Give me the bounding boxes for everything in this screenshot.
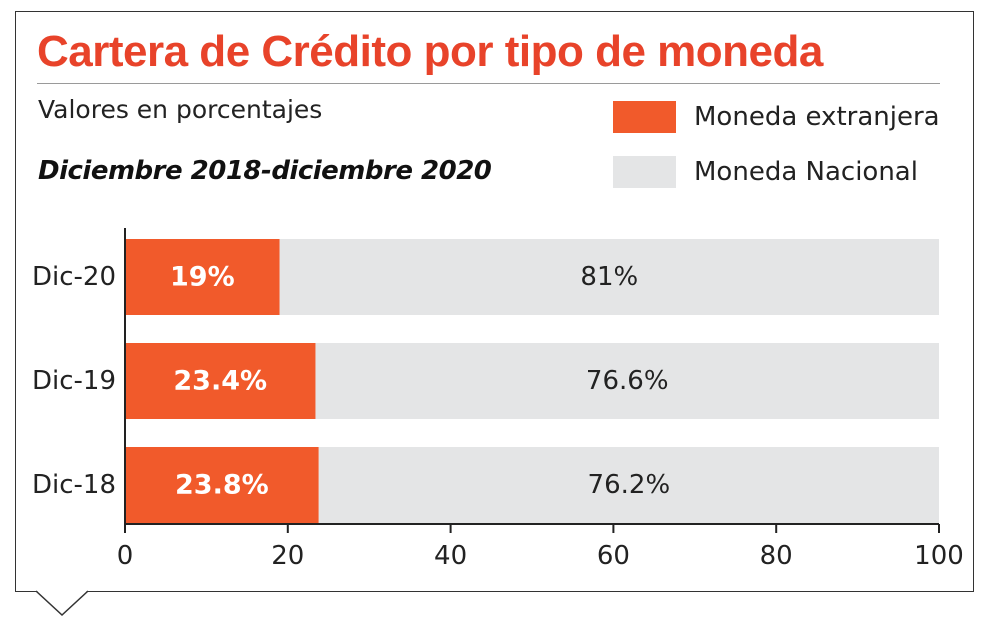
data-label-national-dic-20: 81% — [580, 262, 638, 292]
x-tick-label-20: 20 — [271, 541, 304, 571]
x-tick-label-0: 0 — [117, 541, 134, 571]
data-label-foreign-dic-18: 23.8% — [175, 470, 269, 501]
data-label-foreign-dic-20: 19% — [170, 262, 235, 293]
data-label-national-dic-18: 76.2% — [588, 470, 671, 500]
x-tick-label-40: 40 — [434, 541, 467, 571]
bar-national-dic-19 — [315, 343, 939, 419]
x-tick-label-60: 60 — [597, 541, 630, 571]
title-divider — [37, 83, 940, 84]
legend-label-foreign: Moneda extranjera — [694, 102, 940, 132]
x-tick-label-100: 100 — [914, 541, 964, 571]
bar-foreign-dic-19 — [125, 343, 316, 419]
bar-national-dic-20 — [279, 239, 939, 315]
callout-pointer — [36, 590, 88, 617]
bar-national-dic-18 — [318, 447, 939, 523]
chart-title: Cartera de Crédito por tipo de moneda — [37, 27, 823, 76]
chart-subtitle: Valores en porcentajes — [38, 95, 323, 124]
x-tick-label-80: 80 — [760, 541, 793, 571]
bar-foreign-dic-20 — [125, 239, 280, 315]
chart-period: Diciembre 2018-diciembre 2020 — [38, 156, 492, 186]
legend-swatch-foreign — [613, 101, 676, 133]
bar-foreign-dic-18 — [125, 447, 319, 523]
data-label-national-dic-19: 76.6% — [586, 366, 669, 396]
data-label-foreign-dic-19: 23.4% — [173, 366, 267, 397]
axis-layer: Dic-20 Dic-19 Dic-18 0 20 40 60 80 100 — [32, 228, 964, 571]
bars-layer: 19% 81% 23.4% 76.6% 23.8% 76.2% — [125, 239, 939, 523]
category-label-dic-18: Dic-18 — [32, 470, 116, 500]
legend-label-national: Moneda Nacional — [694, 157, 918, 187]
legend-swatch-national — [613, 156, 676, 188]
category-label-dic-20: Dic-20 — [32, 262, 116, 292]
category-label-dic-19: Dic-19 — [32, 366, 116, 396]
